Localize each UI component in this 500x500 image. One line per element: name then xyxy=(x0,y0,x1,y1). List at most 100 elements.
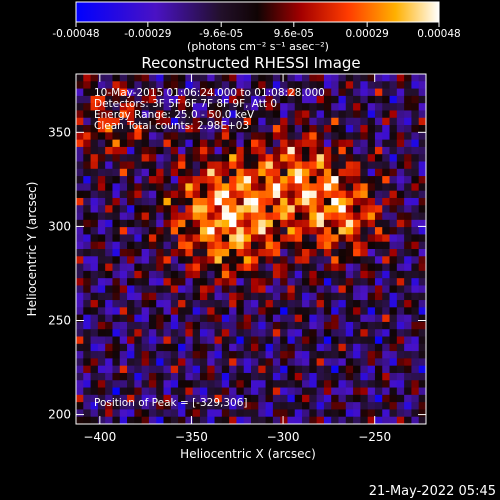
heatmap-cell xyxy=(185,300,194,308)
heatmap-cell xyxy=(331,270,339,279)
heatmap-cell xyxy=(280,183,288,192)
heatmap-cell xyxy=(280,139,288,148)
heatmap-cell xyxy=(148,394,157,403)
heatmap-cell xyxy=(83,74,91,82)
heatmap-cell xyxy=(141,292,150,301)
heatmap-cell xyxy=(265,219,274,228)
heatmap-cell xyxy=(287,88,296,97)
heatmap-cell xyxy=(338,103,347,111)
heatmap-cell xyxy=(323,336,332,345)
heatmap-cell xyxy=(258,380,266,388)
heatmap-cell xyxy=(83,387,91,396)
heatmap-cell xyxy=(302,81,310,89)
heatmap-cell xyxy=(236,380,245,388)
heatmap-cell xyxy=(112,183,121,192)
heatmap-cell xyxy=(105,74,113,82)
heatmap-cell xyxy=(353,88,361,97)
heatmap-cell xyxy=(280,314,288,323)
heatmap-cell xyxy=(404,183,412,192)
heatmap-cell xyxy=(229,103,237,111)
heatmap-cell xyxy=(76,358,84,367)
heatmap-cell xyxy=(148,365,157,374)
heatmap-cell xyxy=(83,292,91,301)
heatmap-cell xyxy=(302,74,310,82)
heatmap-cell xyxy=(418,336,426,345)
heatmap-cell xyxy=(207,365,215,374)
heatmap-cell xyxy=(251,358,259,367)
heatmap-cell xyxy=(83,154,91,162)
heatmap-cell xyxy=(382,270,390,279)
heatmap-cell xyxy=(185,219,194,228)
heatmap-cell xyxy=(178,256,186,264)
heatmap-cell xyxy=(287,219,296,228)
heatmap-cell xyxy=(199,139,208,148)
heatmap-cell xyxy=(207,321,215,330)
heatmap-cell xyxy=(185,88,194,97)
heatmap-cell xyxy=(367,329,376,337)
heatmap-cell xyxy=(97,197,106,206)
heatmap-cell xyxy=(178,212,186,221)
heatmap-cell xyxy=(316,110,325,119)
heatmap-cell xyxy=(251,197,259,206)
heatmap-cell xyxy=(294,154,303,162)
heatmap-cell xyxy=(389,249,398,257)
heatmap-cell xyxy=(389,358,398,367)
heatmap-cell xyxy=(302,329,310,337)
heatmap-cell xyxy=(251,321,259,330)
heatmap-cell xyxy=(178,343,186,352)
heatmap-cell xyxy=(265,154,274,162)
heatmap-cell xyxy=(345,139,354,148)
heatmap-cell xyxy=(338,219,347,228)
heatmap-cell xyxy=(287,321,296,330)
heatmap-cell xyxy=(338,95,347,104)
heatmap-cell xyxy=(76,81,84,89)
heatmap-cell xyxy=(170,263,179,272)
heatmap-cell xyxy=(309,205,318,213)
heatmap-cell xyxy=(134,329,143,337)
heatmap-cell xyxy=(229,321,237,330)
heatmap-cell xyxy=(127,168,135,177)
heatmap-cell xyxy=(265,387,274,396)
heatmap-cell xyxy=(258,402,266,410)
heatmap-cell xyxy=(170,227,179,235)
heatmap-cell xyxy=(141,249,150,257)
heatmap-cell xyxy=(287,227,296,235)
heatmap-cell xyxy=(185,234,194,243)
heatmap-cell xyxy=(236,190,245,199)
heatmap-cell xyxy=(323,74,332,82)
heatmap-cell xyxy=(404,329,412,337)
heatmap-cell xyxy=(185,183,194,192)
heatmap-cell xyxy=(134,314,143,323)
heatmap-cell xyxy=(185,81,194,89)
heatmap-cell xyxy=(389,125,398,133)
heatmap-cell xyxy=(97,74,106,82)
heatmap-cell xyxy=(302,110,310,119)
heatmap-cell xyxy=(221,249,230,257)
heatmap-cell xyxy=(243,249,252,257)
heatmap-cell xyxy=(309,74,318,82)
heatmap-cell xyxy=(323,402,332,410)
heatmap-cell xyxy=(360,402,369,410)
heatmap-cell xyxy=(243,343,252,352)
heatmap-cell xyxy=(243,300,252,308)
heatmap-cell xyxy=(316,161,325,170)
heatmap-cell xyxy=(411,88,420,97)
colorbar: -0.00048 -0.00029 -9.6e-05 9.6e-05 0.00029 0.… xyxy=(52,1,461,53)
heatmap-cell xyxy=(272,146,281,155)
heatmap-cell xyxy=(331,161,339,170)
heatmap-cell xyxy=(148,154,157,162)
heatmap-cell xyxy=(127,183,135,192)
heatmap-cell xyxy=(374,197,383,206)
heatmap-cell xyxy=(221,88,230,97)
heatmap-cell xyxy=(382,190,390,199)
heatmap-cell xyxy=(105,103,113,111)
heatmap-cell xyxy=(404,380,412,388)
heatmap-cell xyxy=(112,103,121,111)
heatmap-cell xyxy=(127,154,135,162)
heatmap-cell xyxy=(396,329,405,337)
heatmap-cell xyxy=(229,168,237,177)
heatmap-cell xyxy=(360,336,369,345)
heatmap-cell xyxy=(127,205,135,213)
heatmap-cell xyxy=(207,219,215,228)
heatmap-cell xyxy=(185,321,194,330)
